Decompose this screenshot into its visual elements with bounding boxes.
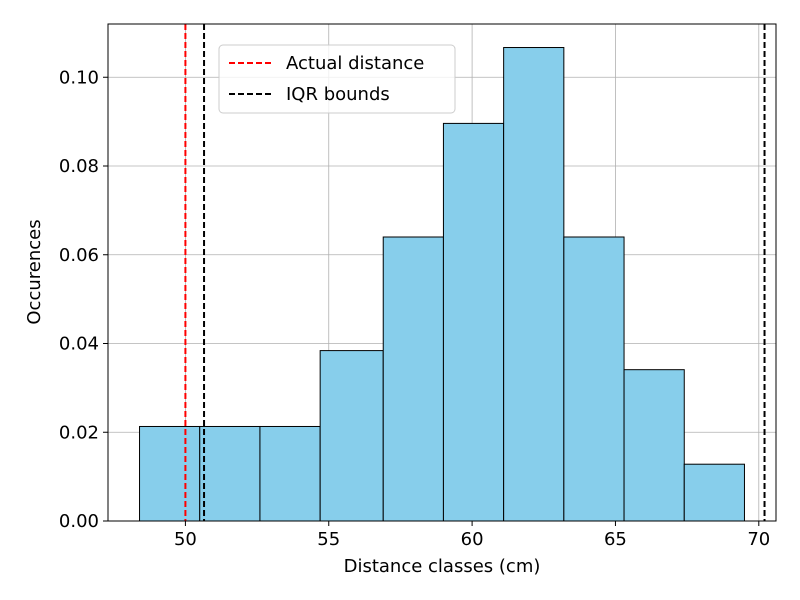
legend: Actual distance IQR bounds — [218, 44, 456, 114]
legend-frame — [218, 44, 456, 114]
bars-layer — [139, 47, 745, 522]
x-tick-label: 65 — [604, 529, 627, 550]
histogram-bar-8 — [563, 236, 625, 522]
plot-frame — [107, 23, 777, 522]
ticks-layer: 50 55 60 65 70 0.00 0.02 0.04 0.06 0.08 0.10 — [59, 67, 770, 550]
y-axis-label: Occurences — [24, 219, 45, 324]
y-tick-label: 0.10 — [59, 67, 99, 88]
histogram-bar-4 — [319, 350, 384, 522]
histogram-bar-6 — [442, 122, 505, 522]
legend-label-iqr-bounds: IQR bounds — [286, 84, 390, 105]
histogram-bar-2 — [199, 425, 261, 522]
y-tick-label: 0.08 — [59, 156, 99, 177]
histogram-bar-5 — [382, 236, 444, 522]
y-tick-label: 0.00 — [59, 511, 99, 532]
y-tick-label: 0.06 — [59, 245, 99, 266]
x-tick-label: 70 — [747, 529, 770, 550]
x-tick-label: 60 — [461, 529, 484, 550]
histogram-bar-7 — [503, 47, 565, 522]
y-tick-label: 0.02 — [59, 422, 99, 443]
histogram-bar-3 — [259, 425, 321, 522]
histogram-bar-10 — [683, 463, 745, 522]
reference-lines-layer — [184, 24, 766, 521]
histogram-bar-9 — [623, 369, 685, 522]
x-tick-label: 55 — [317, 529, 340, 550]
x-axis-label: Distance classes (cm) — [344, 556, 541, 577]
histogram-bar-1 — [139, 425, 201, 522]
x-tick-label: 50 — [174, 529, 197, 550]
legend-label-actual-distance: Actual distance — [286, 53, 424, 74]
y-tick-label: 0.04 — [59, 334, 99, 355]
